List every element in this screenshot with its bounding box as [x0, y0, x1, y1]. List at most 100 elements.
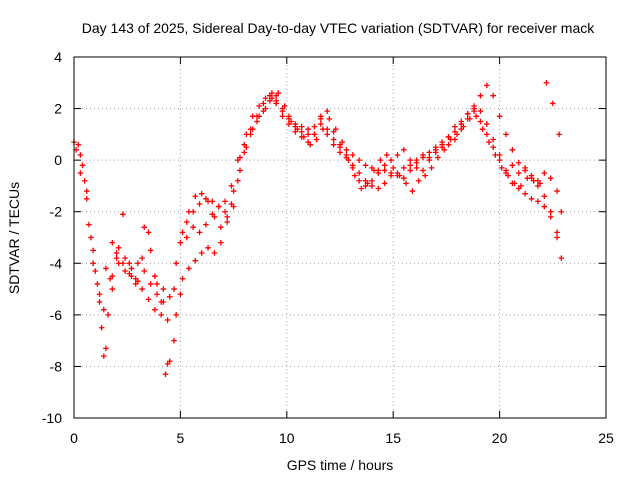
data-point: [115, 245, 122, 251]
data-point: [447, 136, 454, 143]
data-point: [396, 172, 403, 179]
data-point: [298, 128, 305, 135]
data-point: [464, 110, 471, 117]
data-point: [128, 265, 135, 272]
data-point: [98, 324, 105, 331]
data-point: [522, 165, 528, 171]
data-point: [343, 152, 350, 158]
data-point: [358, 185, 365, 192]
data-point: [90, 260, 96, 267]
data-point: [196, 201, 203, 207]
data-point: [96, 291, 103, 298]
data-point: [211, 250, 218, 256]
data-point: [228, 183, 235, 189]
data-point: [518, 183, 524, 189]
y-tick-label: 2: [54, 101, 62, 117]
data-point: [439, 141, 445, 148]
data-point: [503, 131, 509, 138]
data-point: [94, 281, 101, 287]
data-point: [441, 147, 448, 153]
data-point: [535, 198, 541, 205]
data-point: [407, 162, 414, 169]
data-point: [179, 229, 186, 236]
data-point: [298, 123, 305, 130]
data-point: [254, 118, 260, 125]
data-point: [247, 131, 254, 138]
data-point: [288, 118, 294, 125]
data-point: [426, 149, 433, 156]
data-point: [183, 219, 190, 225]
data-point: [426, 157, 433, 163]
data-point: [349, 165, 356, 171]
data-point: [490, 136, 497, 143]
data-point: [147, 281, 154, 287]
data-point: [369, 177, 375, 184]
data-point: [524, 175, 531, 181]
data-point: [126, 260, 133, 267]
data-point: [477, 92, 484, 99]
data-point: [415, 177, 422, 184]
data-point: [145, 229, 152, 236]
data-point: [139, 286, 145, 292]
data-point: [281, 103, 288, 109]
data-point: [164, 361, 171, 367]
data-point: [141, 224, 148, 230]
data-point: [467, 116, 473, 122]
data-point: [222, 198, 228, 205]
x-tick-label: 25: [598, 430, 614, 446]
data-point: [356, 170, 362, 176]
data-point: [541, 193, 548, 200]
data-point: [547, 214, 554, 220]
data-point: [79, 162, 86, 169]
data-point: [222, 208, 228, 215]
data-point: [522, 190, 528, 197]
data-point: [205, 198, 211, 205]
data-point: [186, 208, 192, 215]
data-point: [407, 157, 414, 163]
data-point: [305, 131, 311, 138]
data-point: [279, 113, 286, 120]
data-point: [371, 167, 377, 174]
data-point: [409, 188, 416, 194]
data-point: [218, 224, 224, 230]
data-point: [158, 312, 165, 318]
data-point: [145, 296, 152, 303]
data-point: [479, 126, 486, 132]
data-point: [332, 126, 339, 132]
data-point: [83, 196, 90, 202]
data-point: [100, 353, 107, 359]
data-point: [115, 260, 122, 267]
data-point: [558, 208, 565, 215]
data-point: [171, 337, 177, 344]
data-point: [509, 147, 516, 153]
data-point: [547, 175, 554, 181]
data-point: [237, 167, 243, 174]
data-point: [103, 345, 109, 352]
data-point: [132, 281, 139, 287]
data-point: [362, 162, 369, 169]
data-point: [313, 136, 320, 143]
data-point: [554, 229, 560, 236]
data-point: [498, 165, 505, 171]
data-point: [318, 121, 324, 127]
data-point: [77, 170, 84, 176]
data-point: [166, 294, 173, 300]
data-point: [515, 159, 522, 166]
data-point: [460, 123, 467, 130]
data-point: [92, 268, 99, 274]
data-point: [401, 175, 407, 181]
data-point: [192, 257, 199, 264]
data-point: [484, 82, 490, 89]
data-point: [292, 121, 299, 127]
data-point: [401, 165, 407, 171]
y-tick-label: -8: [50, 358, 63, 374]
data-point: [324, 108, 331, 114]
marks-layer: [71, 79, 565, 377]
data-point: [139, 255, 145, 261]
data-point: [432, 147, 439, 153]
data-point: [262, 95, 269, 102]
data-point: [235, 177, 241, 184]
data-point: [96, 299, 103, 305]
data-point: [224, 219, 231, 225]
